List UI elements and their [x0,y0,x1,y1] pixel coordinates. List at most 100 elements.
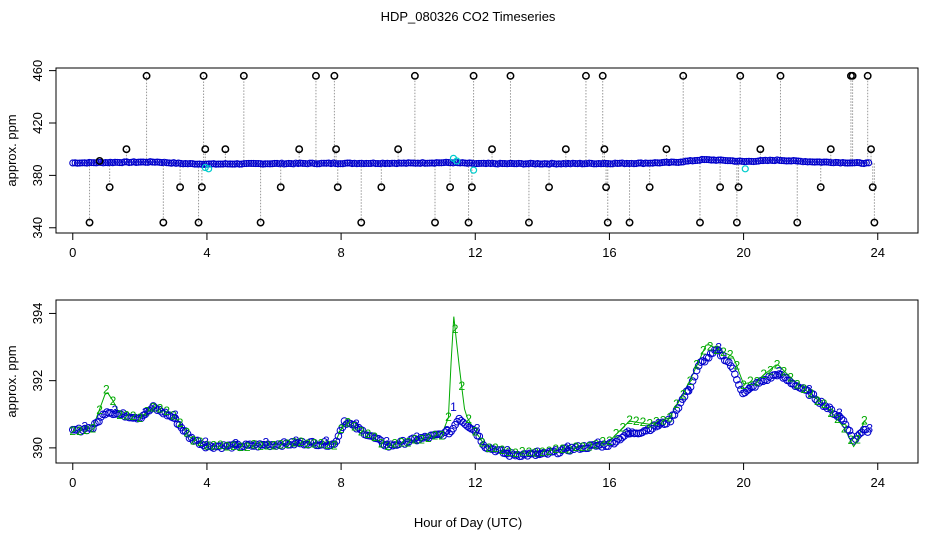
series1-point [215,442,224,450]
outlier-point [679,71,688,80]
baseline-point [555,160,563,168]
outlier-point [848,71,857,80]
baseline-point [296,159,305,167]
filtered-point [741,165,749,173]
series1-point [676,398,685,407]
series1-label: 3 [112,403,119,417]
series1-label: 3 [564,440,571,454]
series2-label: 2 [438,428,445,442]
outlier-point [488,145,496,154]
baseline-point [700,156,708,164]
baseline-point [336,160,344,168]
series2-label: 2 [150,401,157,415]
x-tick-label: 24 [871,245,885,260]
series2-label: 2 [177,416,184,430]
series1-point [692,366,701,375]
series1-point [656,420,665,428]
baseline-point [125,158,133,167]
series2-label: 2 [626,413,633,427]
baseline-point [714,156,722,164]
series1-point [262,441,270,450]
series1-label: 3 [655,416,662,430]
baseline-point [348,160,356,168]
baseline-point [404,159,413,167]
baseline-point [360,160,368,168]
series1-point [839,416,848,425]
series2-label: 2 [398,436,405,450]
baseline-point [285,159,293,168]
baseline-point [635,159,643,167]
series2-label: 2 [291,435,298,449]
series1-point [626,429,635,438]
series2-label: 2 [787,370,794,384]
baseline-point [252,159,260,168]
series2-label: 2 [284,437,291,451]
series1-point [151,404,160,412]
series1-point [835,412,844,421]
series1-point [483,444,492,453]
baseline-point [214,160,222,168]
outlier-point [311,71,320,80]
series1-point [590,441,598,449]
series1-point [519,450,528,458]
filtered-point [469,166,478,174]
series1-point [725,358,733,366]
series1-point [618,433,626,442]
series1-label: 3 [202,435,209,449]
baseline-point [153,158,161,166]
series1-point [578,444,586,453]
baseline-point [95,158,103,166]
series2-line [72,316,868,454]
baseline-point [374,159,382,168]
baseline-point [487,159,495,168]
baseline-point [85,158,93,166]
baseline-point [226,160,234,168]
baseline-point [761,156,769,164]
y-tick-label: 340 [30,217,45,239]
series2-label: 2 [472,424,479,438]
baseline-point [388,159,396,167]
series1-point [246,440,254,449]
series1-point [87,424,95,433]
baseline-point [602,159,610,168]
baseline-point [820,158,828,166]
series2-label: 2 [445,410,452,424]
outlier-point [95,157,104,165]
series2-label: 2 [365,427,372,441]
baseline-point [191,160,199,168]
series1-point [513,450,522,459]
series1-peak-label: 1 [450,400,457,414]
baseline-point [409,159,417,167]
series1-point [817,397,826,406]
outlier-point [716,183,725,192]
series1-point [644,424,653,433]
baseline-point [682,157,690,165]
series1-point [332,437,341,446]
outlier-point [603,218,612,227]
series1-label: 3 [172,408,179,422]
series1-label: 3 [625,425,632,439]
baseline-point [510,160,518,168]
baseline-point [670,158,678,166]
outlier-point [377,183,386,192]
outlier-point [598,71,607,80]
series1-point [827,405,836,414]
series1-point [441,428,449,436]
baseline-point [442,158,450,166]
baseline-point [463,159,471,167]
baseline-point [480,159,488,167]
baseline-point [397,159,406,167]
baseline-point [421,159,429,167]
series2-label: 2 [640,415,647,429]
baseline-point [196,160,204,168]
series2-label: 2 [344,415,351,429]
series2-label: 2 [613,427,620,441]
baseline-point [484,159,492,167]
series2-label: 2 [163,404,170,418]
baseline-point [163,159,171,167]
series2-label: 2 [418,432,425,446]
series1-point [557,446,566,454]
series1-point [475,432,484,441]
series1-label: 3 [81,420,88,434]
